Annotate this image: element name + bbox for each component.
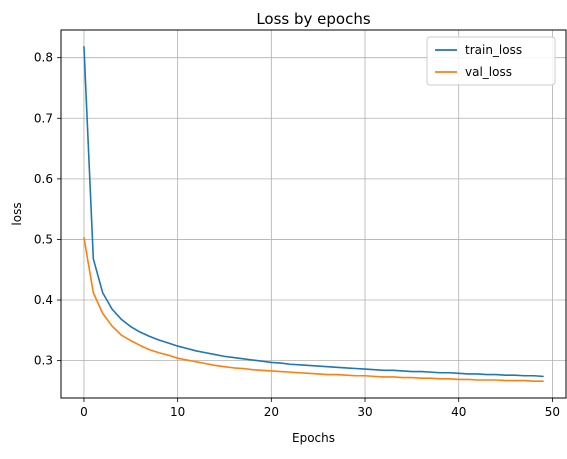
y-tick-label-0.6: 0.6: [34, 172, 53, 186]
y-axis-label: loss: [10, 202, 24, 225]
x-tick-label-50: 50: [545, 405, 560, 419]
grid-layer: [61, 30, 566, 398]
y-tick-label-0.3: 0.3: [34, 354, 53, 368]
series-line-train_loss: [83, 45, 544, 378]
legend-box: [426, 36, 556, 86]
series-layer: [83, 45, 544, 383]
plot-frame: [60, 29, 567, 399]
y-tick-label-0.5: 0.5: [34, 232, 53, 246]
legend: train_loss val_loss: [426, 36, 556, 86]
x-tick-label-20: 20: [264, 405, 279, 419]
legend-label-val_loss: val_loss: [465, 65, 512, 79]
x-tick-label-10: 10: [170, 405, 185, 419]
y-tick-label-0.8: 0.8: [34, 51, 53, 65]
x-tick-label-30: 30: [357, 405, 372, 419]
x-tick-label-40: 40: [451, 405, 466, 419]
legend-label-train_loss: train_loss: [465, 43, 522, 57]
y-tick-label-0.7: 0.7: [34, 111, 53, 125]
y-tick-label-0.4: 0.4: [34, 293, 53, 307]
x-axis-label: Epochs: [292, 431, 335, 445]
x-tick-label-0: 0: [80, 405, 88, 419]
series-line-val_loss: [83, 236, 544, 383]
tick-layer: 0 10 20 30 40 50 0.3 0.4 0.5 0.6 0.7 0.8: [34, 51, 560, 419]
chart-title: Loss by epochs: [256, 10, 371, 28]
